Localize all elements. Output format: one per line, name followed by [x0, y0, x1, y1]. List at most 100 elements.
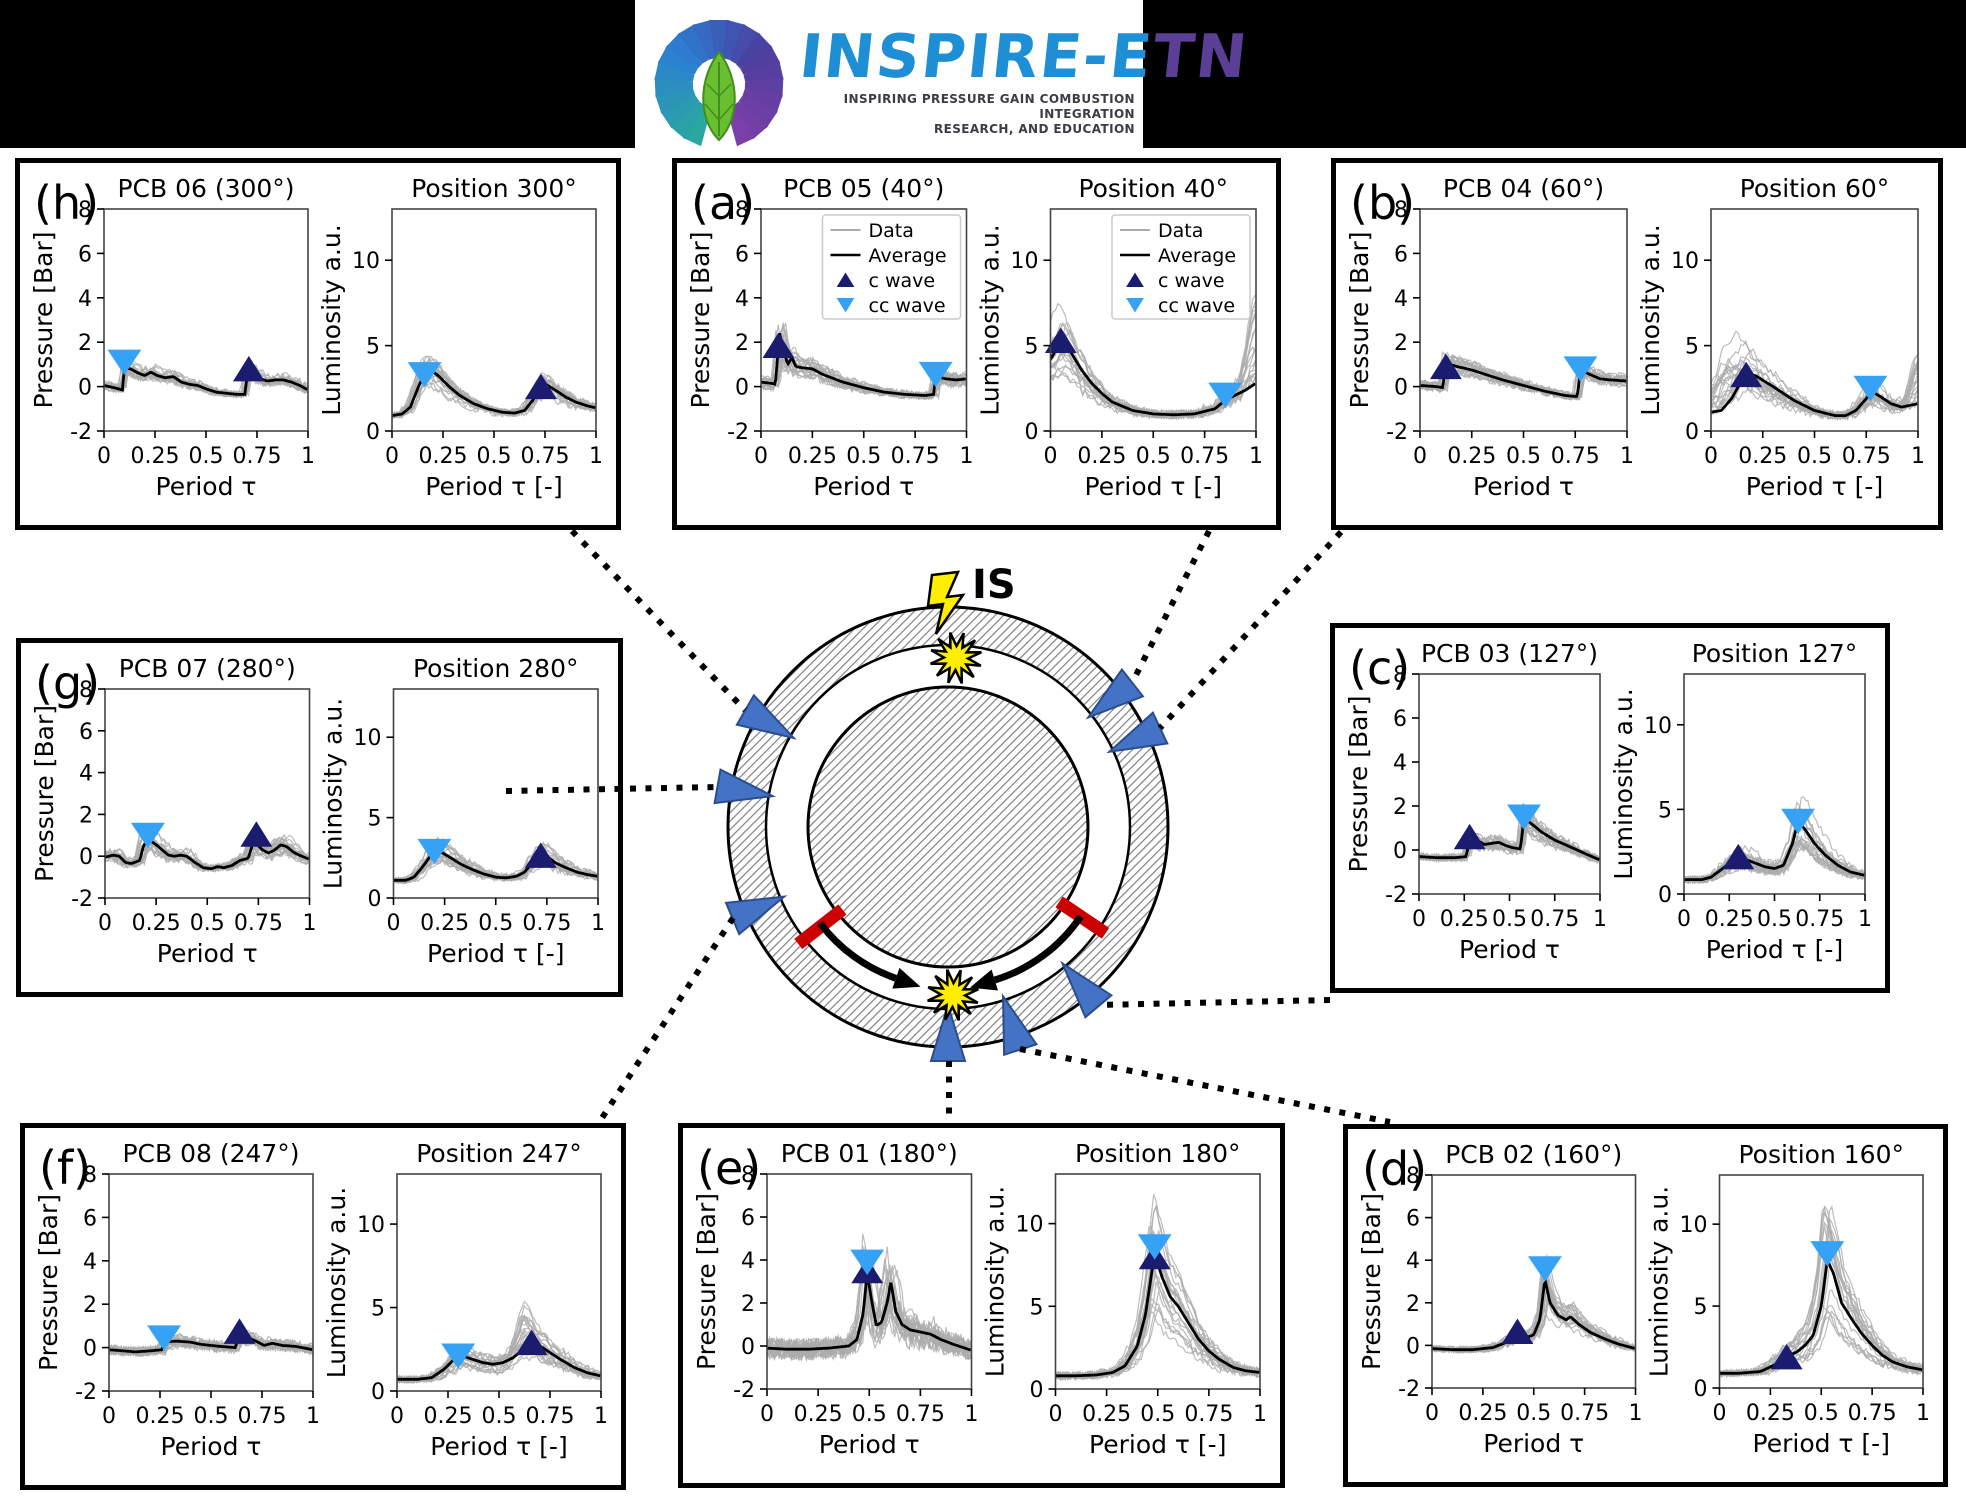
y-axis-label: Luminosity a.u.	[1645, 1186, 1674, 1377]
x-tick-label: 0.75	[1184, 1402, 1233, 1427]
average-line	[1432, 1278, 1636, 1352]
x-tick-label: 0.75	[1530, 907, 1579, 932]
top-bar-left	[0, 0, 635, 148]
y-tick-label: 5	[1030, 1295, 1044, 1320]
x-tick-label: 0.25	[419, 444, 468, 469]
plot-title: Position 60°	[1740, 174, 1890, 203]
plot-title: PCB 02 (160°)	[1445, 1140, 1622, 1169]
x-tick-label: 0.25	[420, 911, 469, 936]
legend-label: cc wave	[869, 295, 946, 317]
y-tick-label: 10	[1671, 249, 1699, 274]
x-tick-label: 1	[1916, 1401, 1930, 1426]
y-tick-label: -2	[733, 1378, 755, 1403]
legend-label: cc wave	[1158, 295, 1235, 317]
y-tick-label: 0	[371, 1380, 385, 1405]
y-tick-label: 2	[1393, 795, 1407, 820]
y-tick-label: 6	[78, 242, 92, 267]
y-tick-label: 0	[1694, 1377, 1708, 1402]
x-axis-label: Period τ	[1459, 935, 1560, 964]
y-tick-label: 10	[1680, 1213, 1708, 1238]
x-tick-label: 0.25	[1077, 444, 1126, 469]
panel-g-position-280: (g) PCB 07 (280°) 8 6 4 2 0 -2 Pressure [Bar] 0 0.…	[16, 638, 623, 997]
plot-title: PCB 08 (247°)	[122, 1139, 299, 1168]
panel-e-position-180: (e) PCB 01 (180°) 8 6 4 2 0 -2 Pressure [Bar] 0 0.…	[678, 1123, 1285, 1488]
plot-title: Position 300°	[411, 174, 577, 203]
y-tick-label: 5	[366, 335, 380, 360]
top-bar-right	[1143, 0, 1966, 148]
x-tick-label: 0.5	[1516, 1401, 1551, 1426]
x-tick-label: 0.25	[1440, 907, 1489, 932]
plot-title: PCB 01 (180°)	[781, 1139, 958, 1168]
x-tick-label: 0.75	[891, 444, 940, 469]
x-tick-label: 0	[1704, 444, 1718, 469]
y-tick-label: 0	[1685, 420, 1699, 445]
x-tick-label: 0	[1425, 1401, 1439, 1426]
x-tick-label: 0.75	[1795, 907, 1844, 932]
luminosity-plot: Position 127° 10 5 0 Luminosity a.u. 0 0.25 0.5…	[1609, 639, 1872, 964]
y-tick-label: -2	[71, 887, 93, 912]
y-tick-label: 6	[1394, 242, 1408, 267]
x-tick-label: 0.25	[132, 911, 181, 936]
x-tick-label: 0.75	[526, 1404, 575, 1429]
x-tick-label: 0.5	[1757, 907, 1792, 932]
x-tick-label: 1	[1593, 907, 1607, 932]
x-axis-label: Period τ	[161, 1432, 262, 1461]
x-tick-label: 0.75	[1848, 1401, 1897, 1426]
legend: Data Average c wave cc wave	[821, 214, 962, 320]
y-tick-label: 0	[1025, 420, 1039, 445]
y-tick-label: 2	[735, 331, 749, 356]
average-line	[761, 332, 966, 397]
y-axis-label: Luminosity a.u.	[317, 224, 346, 415]
x-axis-label: Period τ	[1483, 1429, 1584, 1458]
x-axis-label: Period τ [-]	[1746, 472, 1883, 501]
y-tick-label: 0	[741, 1335, 755, 1360]
y-tick-label: 8	[83, 1163, 97, 1188]
plot-title: Position 127°	[1692, 639, 1858, 668]
y-tick-label: 6	[1406, 1207, 1420, 1232]
x-tick-label: 0.5	[194, 1404, 229, 1429]
panel-f-position-247: (f) PCB 08 (247°) 8 6 4 2 0 -2 Pressure [Bar] 0 0.…	[20, 1123, 626, 1490]
y-tick-label: 0	[366, 420, 380, 445]
red-blockage-bar	[1055, 896, 1110, 939]
x-tick-label: 0	[1713, 1401, 1727, 1426]
y-axis-label: Luminosity a.u.	[1609, 688, 1638, 879]
y-tick-label: 0	[1658, 883, 1672, 908]
x-tick-label: 0	[754, 444, 768, 469]
y-tick-label: 6	[741, 1206, 755, 1231]
x-tick-label: 0.5	[478, 911, 513, 936]
x-tick-label: 0.25	[1738, 444, 1787, 469]
x-tick-label: 0.25	[788, 444, 837, 469]
y-tick-label: 0	[79, 845, 93, 870]
x-axis-label: Period τ [-]	[427, 939, 564, 968]
x-tick-label: 1	[1620, 444, 1634, 469]
luminosity-plot: Position 300° 10 5 0 Luminosity a.u. 0 0.25 0.5…	[317, 174, 603, 501]
y-tick-label: 4	[78, 287, 92, 312]
y-tick-label: 6	[79, 720, 93, 745]
y-tick-label: 0	[1406, 1334, 1420, 1359]
x-tick-label: 1	[301, 444, 315, 469]
x-tick-label: 0.5	[1492, 907, 1527, 932]
legend-label: Average	[1158, 245, 1236, 267]
x-axis-label: Period τ	[157, 939, 258, 968]
average-line	[393, 849, 598, 882]
x-tick-label: 0.25	[136, 1404, 185, 1429]
average-line	[109, 1334, 313, 1354]
x-tick-label: 0.5	[846, 444, 881, 469]
x-tick-label: 0.75	[521, 444, 570, 469]
average-line	[1719, 1259, 1923, 1375]
panel-label: (d)	[1362, 1142, 1427, 1196]
y-tick-label: 0	[735, 376, 749, 401]
x-tick-label: 1	[591, 911, 605, 936]
x-tick-label: 0.25	[424, 1404, 473, 1429]
plot-title: PCB 05 (40°)	[783, 174, 944, 203]
y-tick-label: 8	[78, 198, 92, 223]
x-tick-label: 0.5	[477, 444, 512, 469]
x-tick-label: 0.5	[482, 1404, 517, 1429]
